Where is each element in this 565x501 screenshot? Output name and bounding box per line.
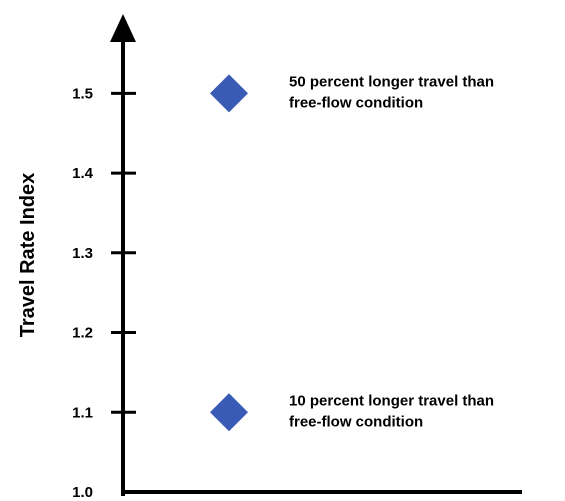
data-point-diamond (210, 74, 248, 113)
y-tick-label: 1.3 (72, 245, 93, 262)
y-tick-label: 1.1 (72, 404, 93, 421)
point-annotation-line: 50 percent longer travel than (289, 73, 494, 90)
point-annotation-line: 10 percent longer travel than (289, 392, 494, 409)
data-points: 50 percent longer travel than free-flow c… (210, 73, 494, 432)
point-annotation-line: free-flow condition (289, 413, 423, 430)
y-axis-title: Travel Rate Index (17, 173, 39, 338)
y-ticks: 1.0 1.1 1.2 1.3 1.4 1.5 (72, 85, 136, 501)
y-tick-label: 1.4 (72, 165, 94, 182)
point-annotation-line: free-flow condition (289, 94, 423, 111)
y-axis-arrowhead (110, 14, 136, 42)
y-tick-label: 1.0 (72, 484, 93, 501)
y-tick-label: 1.2 (72, 325, 93, 342)
y-tick-label: 1.5 (72, 85, 93, 102)
data-point-diamond (210, 393, 248, 432)
